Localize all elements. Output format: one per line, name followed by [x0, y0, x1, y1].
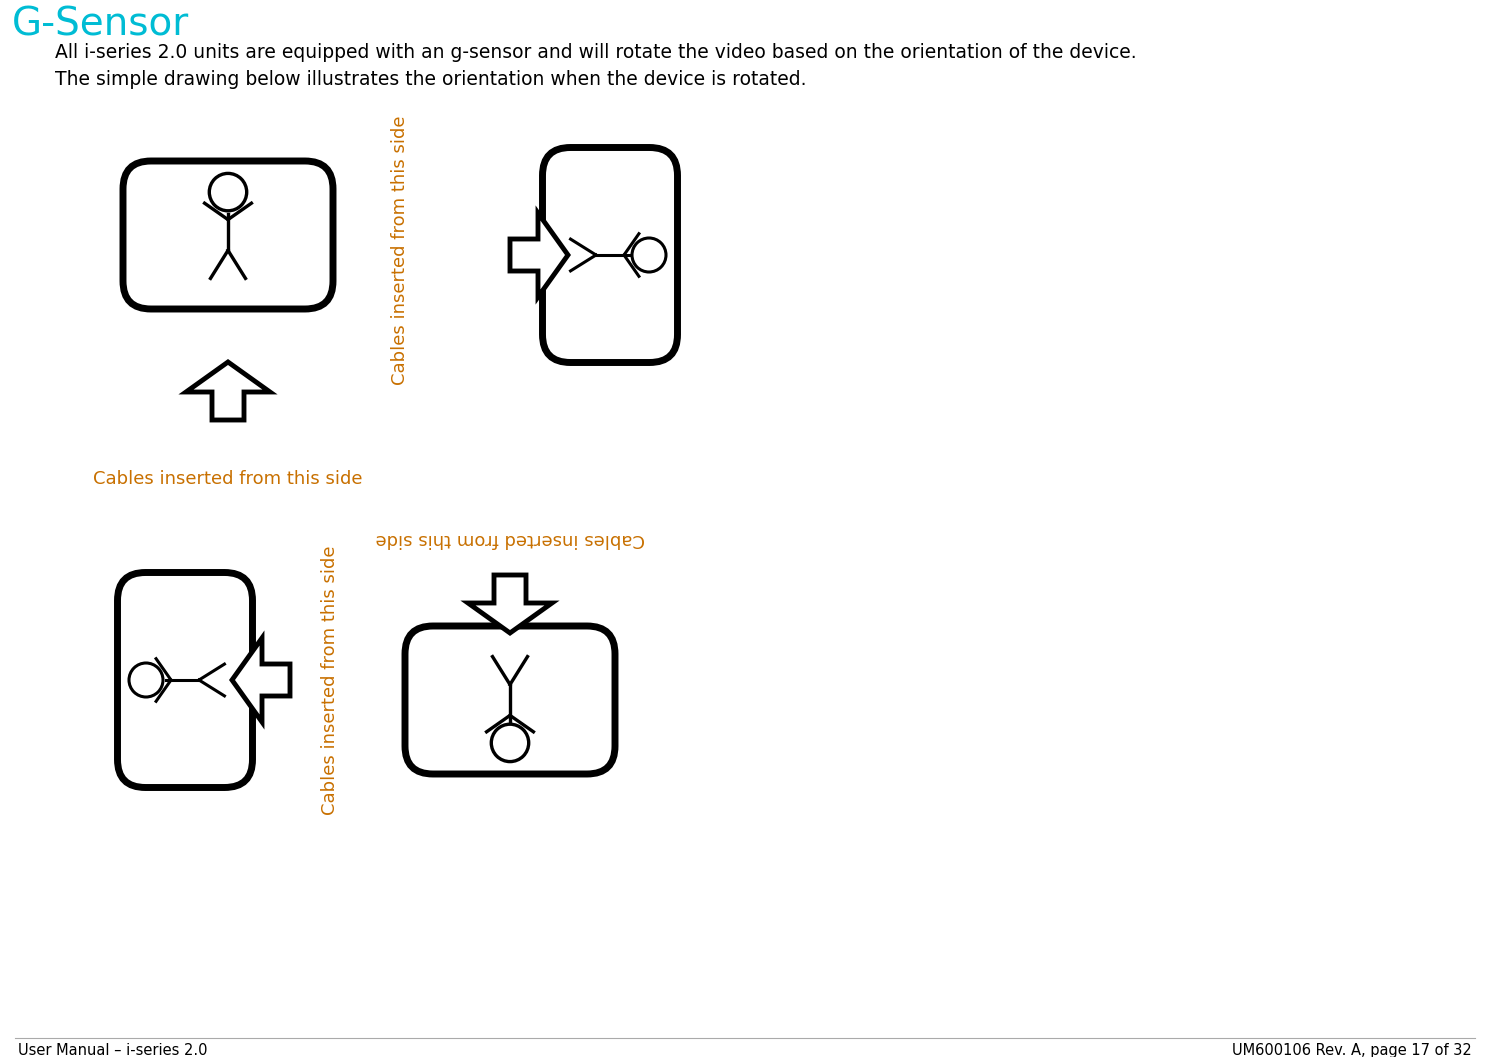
- Text: The simple drawing below illustrates the orientation when the device is rotated.: The simple drawing below illustrates the…: [55, 70, 806, 89]
- Text: G-Sensor: G-Sensor: [12, 5, 189, 43]
- Text: Cables inserted from this side: Cables inserted from this side: [94, 470, 362, 488]
- Text: Cables inserted from this side: Cables inserted from this side: [390, 115, 408, 385]
- Text: UM600106 Rev. A, page 17 of 32: UM600106 Rev. A, page 17 of 32: [1232, 1043, 1472, 1057]
- FancyBboxPatch shape: [118, 573, 252, 787]
- Text: All i-series 2.0 units are equipped with an g-sensor and will rotate the video b: All i-series 2.0 units are equipped with…: [55, 43, 1137, 62]
- FancyBboxPatch shape: [405, 626, 615, 774]
- FancyBboxPatch shape: [542, 148, 678, 363]
- Polygon shape: [186, 361, 270, 420]
- Text: User Manual – i-series 2.0: User Manual – i-series 2.0: [18, 1043, 207, 1057]
- FancyBboxPatch shape: [124, 161, 332, 309]
- Text: Cables inserted from this side: Cables inserted from this side: [375, 530, 645, 548]
- Text: Cables inserted from this side: Cables inserted from this side: [320, 545, 340, 815]
- Polygon shape: [232, 638, 291, 722]
- Polygon shape: [468, 575, 551, 633]
- Polygon shape: [510, 214, 568, 297]
